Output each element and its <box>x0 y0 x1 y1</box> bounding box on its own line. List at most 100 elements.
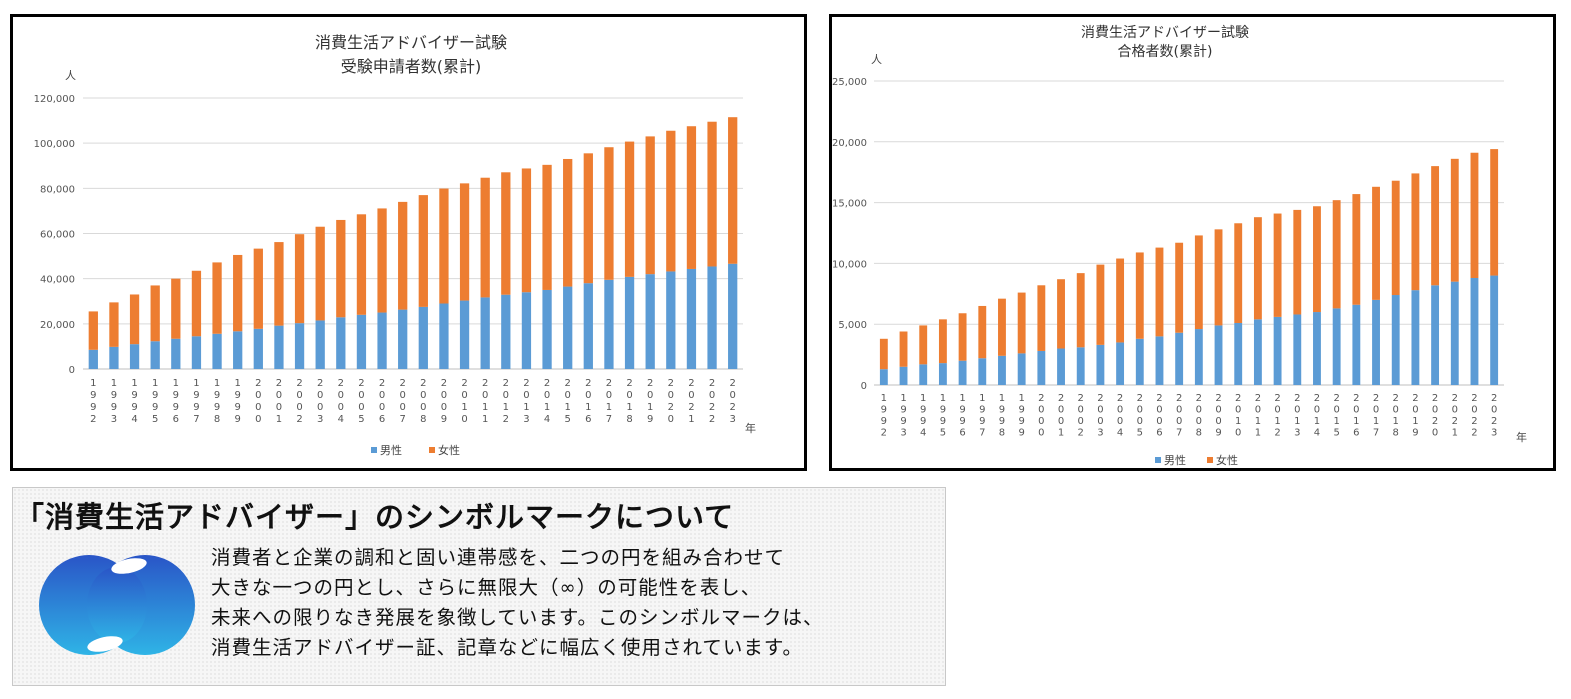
bar-male <box>1214 325 1223 385</box>
bar-male <box>439 303 449 369</box>
bar-male <box>418 306 428 369</box>
bar-female <box>1273 213 1282 317</box>
bar-male <box>563 286 573 369</box>
bar-male <box>1372 299 1380 385</box>
bar-female <box>1096 264 1105 345</box>
bar-male <box>1037 350 1046 385</box>
bar-female <box>1352 194 1361 305</box>
bar-female <box>315 226 325 321</box>
symbol-mark-icon <box>39 555 195 655</box>
bar-female <box>624 141 635 277</box>
bar-female <box>398 201 408 310</box>
bar-female <box>1155 247 1164 337</box>
bar-female <box>707 121 717 267</box>
bar-male <box>583 283 593 369</box>
symbol-description: 消費者と企業の調和と固い連帯感を、二つの円を組み合わせて 大きな一つの円とし、さ… <box>211 543 823 663</box>
bar-male <box>480 297 490 369</box>
bar-female <box>418 195 428 307</box>
bar-female <box>150 285 160 342</box>
bar-female <box>1175 242 1184 333</box>
bar-male <box>233 331 243 369</box>
bar-male <box>899 366 908 385</box>
symbol-description-line: 大きな一つの円とし、さらに無限大（∞）の可能性を表し、 <box>211 576 762 599</box>
bar-female <box>233 254 243 332</box>
bar-female <box>563 158 573 287</box>
bar-male <box>294 323 305 369</box>
legend-label-male: 男性 <box>380 443 402 457</box>
bar-male <box>1175 332 1184 385</box>
chart-title: 消費生活アドバイザー試験 <box>315 33 507 52</box>
bar-male <box>604 279 614 369</box>
bar-female <box>253 248 263 329</box>
bar-male <box>171 338 181 369</box>
bar-female <box>666 130 676 272</box>
bar-female <box>191 270 202 337</box>
bar-male <box>919 364 928 385</box>
x-axis-label: 年 <box>1516 430 1527 444</box>
bar-female <box>459 183 470 301</box>
bar-female <box>1490 149 1499 276</box>
bar-male <box>521 292 532 369</box>
bar-male <box>686 268 697 369</box>
bar-female <box>1037 285 1046 351</box>
bar-female <box>1332 200 1341 309</box>
bar-male <box>501 294 511 369</box>
bar-female <box>1194 235 1203 330</box>
bar-female <box>294 234 305 324</box>
bar-female <box>1116 258 1125 343</box>
bar-male <box>253 328 263 369</box>
bar-male <box>1096 344 1105 385</box>
chart-title: 消費生活アドバイザー試験 <box>1081 25 1249 41</box>
bar-female <box>978 305 987 359</box>
bar-male <box>1313 312 1321 385</box>
bar-female <box>1214 229 1223 326</box>
bar-male <box>274 325 284 369</box>
bar-male <box>645 274 655 369</box>
bar-male <box>1411 290 1420 385</box>
chart-subtitle: 受験申請者数(累計) <box>341 57 482 76</box>
bar-male <box>1253 319 1262 385</box>
symbol-mark-panel: 「消費生活アドバイザー」のシンボルマークについて 消費者と企業の調和と固い連帯感… <box>12 487 946 686</box>
bar-female <box>879 338 888 370</box>
legend-swatch-female <box>1207 457 1213 463</box>
bar-female <box>645 136 655 275</box>
bar-female <box>521 168 532 293</box>
bar-female <box>1313 206 1321 313</box>
bar-male <box>377 312 387 369</box>
bar-male <box>398 309 408 369</box>
bar-female <box>1135 252 1144 339</box>
bar-male <box>958 360 967 385</box>
bar-female <box>899 331 908 367</box>
